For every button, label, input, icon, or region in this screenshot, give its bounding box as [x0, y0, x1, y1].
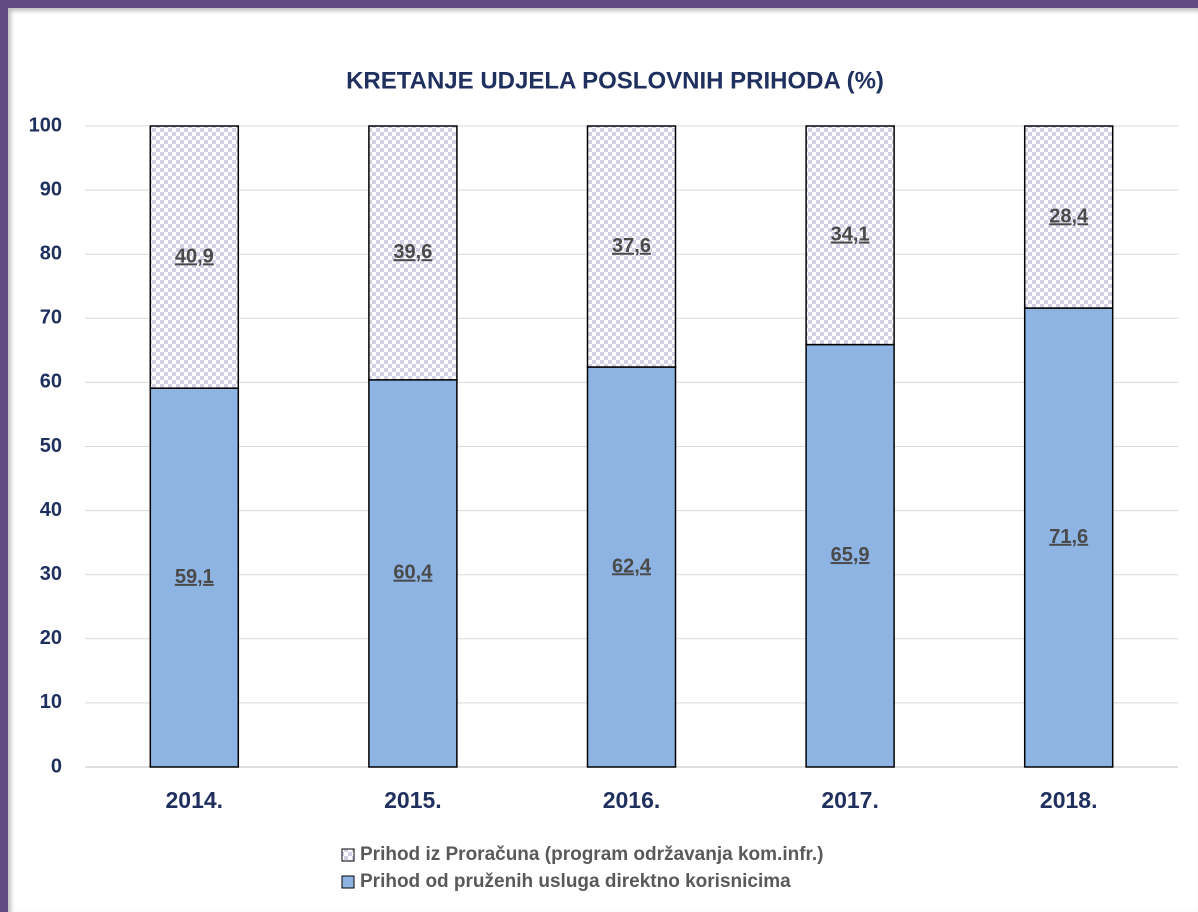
- bar-segment: [586, 125, 677, 368]
- legend-label: Prihod od pruženih usluga direktno koris…: [360, 871, 791, 892]
- y-tick-label: 30: [40, 563, 62, 585]
- value-label: 59,1: [175, 566, 214, 588]
- y-tick-label: 100: [29, 114, 62, 136]
- bar-segment: [368, 379, 458, 768]
- value-label: 60,4: [393, 562, 433, 584]
- bar-segment: [805, 343, 895, 768]
- value-label: 71,6: [1049, 526, 1088, 548]
- x-tick-label: 2016.: [603, 787, 661, 813]
- y-tick-label: 90: [40, 178, 62, 200]
- value-label: 39,6: [393, 241, 432, 263]
- value-label: 62,4: [612, 555, 652, 577]
- y-tick-label: 0: [51, 755, 62, 777]
- y-tick-label: 20: [40, 627, 62, 649]
- bar-segment: [805, 125, 895, 346]
- value-label: 34,1: [831, 224, 870, 246]
- bar-segment: [586, 366, 677, 768]
- y-tick-label: 50: [40, 435, 62, 457]
- value-label: 65,9: [831, 544, 870, 566]
- bar-segment: [149, 387, 240, 768]
- y-tick-label: 40: [40, 499, 62, 521]
- bar-segment: [368, 125, 458, 381]
- y-tick-label: 70: [40, 307, 62, 329]
- x-tick-label: 2014.: [166, 787, 224, 813]
- bar-segment: [149, 125, 240, 389]
- value-label: 28,4: [1049, 205, 1089, 227]
- legend-label: Prihod iz Proračuna (program održavanja …: [360, 844, 823, 865]
- legend-swatch: [341, 875, 355, 889]
- bar-segment: [1023, 125, 1114, 309]
- legend-swatch: [341, 848, 355, 862]
- y-tick-label: 80: [40, 242, 62, 264]
- value-label: 40,9: [175, 245, 214, 267]
- x-tick-label: 2018.: [1040, 787, 1098, 813]
- y-tick-label: 60: [40, 371, 62, 393]
- value-label: 37,6: [612, 235, 651, 257]
- x-tick-label: 2015.: [384, 787, 442, 813]
- y-tick-label: 10: [40, 691, 62, 713]
- chart-title: KRETANJE UDJELA POSLOVNIH PRIHODA (%): [346, 67, 884, 94]
- x-tick-label: 2017.: [821, 787, 879, 813]
- bar-segment: [1023, 307, 1114, 768]
